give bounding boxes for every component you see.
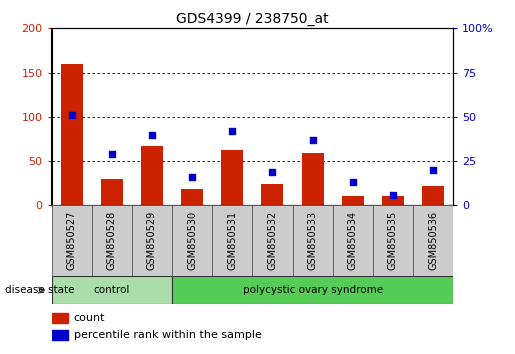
Bar xyxy=(132,205,172,276)
Bar xyxy=(101,179,123,205)
Text: GSM850532: GSM850532 xyxy=(267,211,278,270)
Bar xyxy=(172,276,453,304)
Text: GSM850536: GSM850536 xyxy=(428,211,438,270)
Title: GDS4399 / 238750_at: GDS4399 / 238750_at xyxy=(176,12,329,26)
Bar xyxy=(52,205,92,276)
Point xyxy=(108,151,116,157)
Point xyxy=(67,112,76,118)
Bar xyxy=(92,205,132,276)
Bar xyxy=(52,276,172,304)
Bar xyxy=(61,64,82,205)
Bar xyxy=(252,205,293,276)
Bar xyxy=(293,205,333,276)
Bar xyxy=(141,146,163,205)
Bar xyxy=(342,196,364,205)
Text: GSM850535: GSM850535 xyxy=(388,211,398,270)
Point xyxy=(429,167,437,173)
Text: count: count xyxy=(74,313,105,323)
Point xyxy=(228,128,236,134)
Bar xyxy=(262,184,283,205)
Bar xyxy=(181,189,203,205)
Text: disease state: disease state xyxy=(5,285,75,295)
Point xyxy=(188,174,196,180)
Text: GSM850534: GSM850534 xyxy=(348,211,358,270)
Point xyxy=(389,192,397,198)
Text: GSM850530: GSM850530 xyxy=(187,211,197,270)
Text: GSM850529: GSM850529 xyxy=(147,211,157,270)
Point xyxy=(349,179,357,185)
Bar xyxy=(172,205,212,276)
Bar xyxy=(333,205,373,276)
Point xyxy=(268,169,277,175)
Text: GSM850527: GSM850527 xyxy=(66,211,77,270)
Text: percentile rank within the sample: percentile rank within the sample xyxy=(74,330,262,340)
Bar xyxy=(373,205,413,276)
Bar xyxy=(302,153,323,205)
Bar xyxy=(422,186,444,205)
Text: GSM850531: GSM850531 xyxy=(227,211,237,270)
Bar xyxy=(221,149,243,205)
Text: polycystic ovary syndrome: polycystic ovary syndrome xyxy=(243,285,383,295)
Bar xyxy=(382,196,404,205)
Text: GSM850528: GSM850528 xyxy=(107,211,117,270)
Text: control: control xyxy=(94,285,130,295)
Text: GSM850533: GSM850533 xyxy=(307,211,318,270)
Point xyxy=(148,132,156,137)
Bar xyxy=(413,205,453,276)
Point xyxy=(308,137,317,143)
Bar xyxy=(212,205,252,276)
Bar xyxy=(52,313,67,323)
Bar xyxy=(52,330,67,340)
